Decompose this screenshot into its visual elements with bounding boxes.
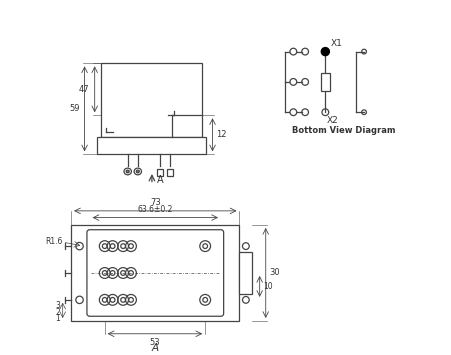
Ellipse shape (134, 168, 141, 175)
Text: A: A (156, 175, 163, 185)
Bar (167, 169, 172, 175)
Text: X2: X2 (326, 116, 338, 125)
Bar (71, 225, 239, 321)
Text: 1: 1 (55, 313, 60, 323)
Ellipse shape (126, 170, 129, 173)
Ellipse shape (124, 168, 131, 175)
Text: 2: 2 (55, 308, 60, 317)
Bar (97, 137, 206, 154)
Text: 59: 59 (69, 104, 79, 113)
Circle shape (321, 48, 329, 56)
Text: 12: 12 (216, 130, 226, 139)
Bar (157, 169, 162, 175)
Text: 30: 30 (269, 268, 280, 278)
Text: 63.6±0.2: 63.6±0.2 (137, 205, 173, 214)
Text: 73: 73 (150, 198, 160, 207)
Ellipse shape (136, 170, 139, 173)
Text: X1: X1 (330, 39, 341, 48)
Text: R1.6: R1.6 (45, 236, 63, 246)
Text: 47: 47 (79, 85, 89, 94)
FancyBboxPatch shape (87, 230, 223, 316)
Text: 10: 10 (262, 282, 272, 291)
Bar (239, 252, 252, 294)
Text: A: A (152, 343, 158, 353)
Text: Bottom View Diagram: Bottom View Diagram (291, 126, 394, 135)
Text: 3: 3 (55, 301, 60, 310)
Bar (101, 64, 202, 137)
Text: 53: 53 (149, 338, 160, 347)
Bar (320, 73, 329, 91)
